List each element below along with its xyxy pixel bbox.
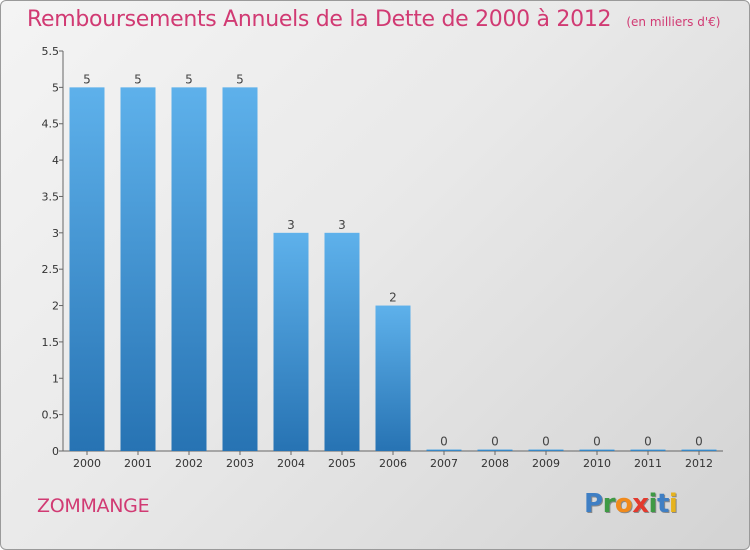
chart-title-main: Remboursements Annuels de la Dette de 20…: [27, 7, 612, 32]
chart-title-unit: (en milliers d'€): [626, 15, 721, 29]
bar: [222, 87, 258, 451]
data-label: 5: [236, 72, 244, 86]
logo-letter: o: [614, 489, 633, 519]
commune-name: ZOMMANGE: [37, 495, 150, 517]
bar: [69, 87, 105, 451]
data-label: 3: [287, 218, 295, 232]
data-label: 0: [542, 435, 550, 449]
x-tick-label: 2006: [379, 457, 407, 470]
x-tick-label: 2005: [328, 457, 356, 470]
x-tick-label: 2010: [583, 457, 611, 470]
data-label: 5: [185, 72, 193, 86]
bar: [630, 449, 666, 451]
data-label: 2: [389, 291, 397, 305]
y-tick-label: 4: [52, 154, 59, 167]
bar: [426, 449, 462, 451]
logo-letter: i: [648, 489, 658, 519]
y-tick-label: 5.5: [42, 45, 60, 58]
chart-title: Remboursements Annuels de la Dette de 20…: [27, 7, 720, 32]
y-tick-label: 5: [52, 81, 59, 94]
y-tick-label: 3.5: [42, 190, 60, 203]
data-label: 3: [338, 218, 346, 232]
bar: [324, 232, 360, 451]
data-label: 0: [440, 435, 448, 449]
data-label: 5: [83, 72, 91, 86]
y-tick-label: 0: [52, 445, 59, 458]
x-tick-label: 2003: [226, 457, 254, 470]
proxiti-logo: Proxiti: [584, 489, 678, 519]
bar: [171, 87, 207, 451]
y-tick-label: 2: [52, 300, 59, 313]
x-tick-label: 2002: [175, 457, 203, 470]
data-label: 0: [491, 435, 499, 449]
y-tick-label: 2.5: [42, 263, 60, 276]
bar: [579, 449, 615, 451]
y-tick-label: 0.5: [42, 409, 60, 422]
y-tick-label: 4.5: [42, 118, 60, 131]
x-tick-label: 2011: [634, 457, 662, 470]
logo-letter: r: [602, 489, 616, 519]
y-tick-label: 1: [52, 372, 59, 385]
y-tick-label: 1.5: [42, 336, 60, 349]
x-tick-label: 2000: [73, 457, 101, 470]
data-label: 0: [695, 435, 703, 449]
bar: [477, 449, 513, 451]
x-tick-label: 2001: [124, 457, 152, 470]
bar: [273, 232, 309, 451]
logo-letter: x: [632, 489, 649, 519]
x-tick-label: 2007: [430, 457, 458, 470]
y-tick-label: 3: [52, 227, 59, 240]
bar: [528, 449, 564, 451]
logo-letter: t: [656, 489, 669, 519]
bar: [120, 87, 156, 451]
data-label: 0: [644, 435, 652, 449]
data-label: 0: [593, 435, 601, 449]
logo-letter: P: [584, 489, 603, 519]
logo-letter: i: [668, 489, 678, 519]
x-tick-label: 2008: [481, 457, 509, 470]
bar: [375, 305, 411, 451]
bar: [681, 449, 717, 451]
x-tick-label: 2012: [685, 457, 713, 470]
x-tick-label: 2009: [532, 457, 560, 470]
x-tick-label: 2004: [277, 457, 305, 470]
data-label: 5: [134, 72, 142, 86]
